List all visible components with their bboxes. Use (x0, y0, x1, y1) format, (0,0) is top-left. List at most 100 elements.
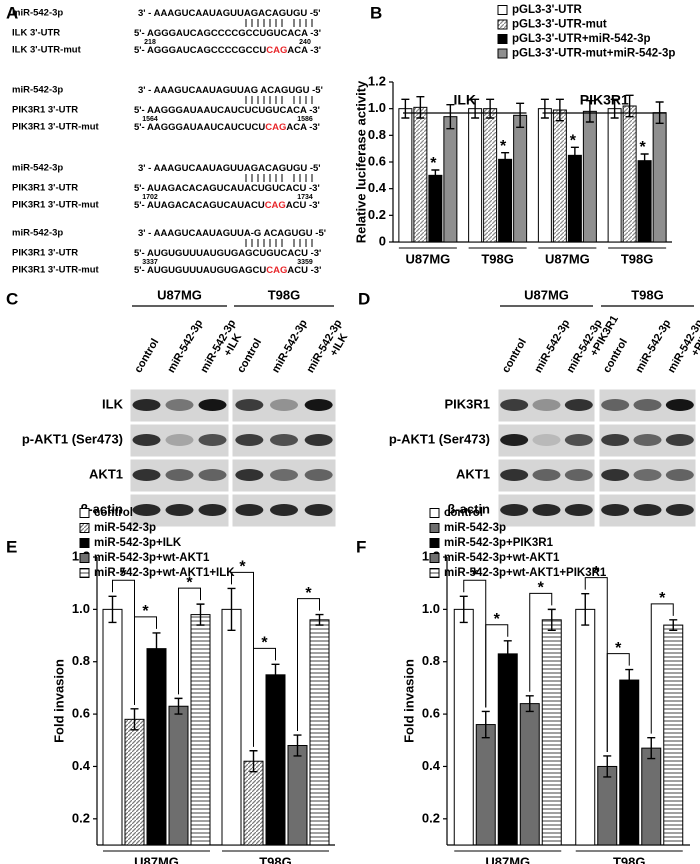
bar (567, 154, 582, 243)
sequence-part: 5'- AGGGAUCAGCCCCGCCU (134, 45, 266, 56)
sequence-part: 5'- AUAGACACAGUCAUACUGUCACU -3' (134, 183, 320, 194)
error-bar (293, 734, 302, 757)
blot-band (270, 434, 298, 446)
legend-label: miR-542-3p+wt-AKT1 (94, 552, 210, 564)
blot-band (564, 469, 593, 481)
x-tick-label: T98G (481, 251, 514, 266)
significance-marker: * (142, 603, 149, 620)
sequence-part: 3' - AAAGUCAAUAGUUA-G ACAGUGU -5' (138, 228, 326, 239)
legend-swatch (429, 523, 440, 533)
bar (497, 653, 518, 846)
sequence-part: ACA -3' (287, 45, 321, 56)
lane-label-line: control (132, 337, 161, 375)
blot-band (665, 504, 694, 516)
sequence: 5'- AUAGACACAGUCAUACUCAGACU -3' (134, 200, 320, 211)
panel-label: E (6, 537, 17, 556)
sequence: 3' - AAAGUCAAUAGUUAGACAGUGU -5' (138, 163, 321, 174)
cell-line-label: U87MG (157, 287, 202, 302)
sequence-position: 218 (144, 39, 156, 46)
y-tick-label: 1.0 (72, 601, 90, 616)
bar (443, 116, 458, 243)
blot-band (633, 434, 662, 446)
sequence: 3' - AAAGUCAAUAGUUA-G ACAGUGU -5' (138, 228, 326, 239)
error-bar (669, 619, 678, 632)
significance-marker: * (120, 566, 127, 583)
bar (622, 105, 637, 243)
significance-marker: * (659, 590, 666, 607)
y-tick-label: 0.4 (422, 758, 441, 773)
significance-bracket (297, 598, 320, 732)
legend-label: pGL3-3'-UTR (512, 4, 583, 16)
error-bar (271, 663, 280, 686)
sequence-position: 3337 (142, 259, 158, 266)
bar (552, 109, 567, 243)
legend-label: miR-542-3p+wt-AKT1 (444, 552, 560, 564)
significance-marker: * (239, 559, 246, 576)
bar (398, 108, 413, 243)
blot-band (270, 469, 298, 481)
sequence-part: 3' - AAAGUCAAUAGUUAG ACAGUGU -5' (138, 85, 323, 96)
blot-band (532, 434, 561, 446)
blot-band (500, 469, 529, 481)
sequence-part: 3' - AAAGUCAAUAGUUAGACAGUGU -5' (138, 8, 321, 19)
y-tick-label: 0.4 (72, 758, 91, 773)
bar (513, 114, 528, 243)
blot-band (304, 434, 333, 446)
sequence-part: 3' - AAAGUCAAUAGUUAGACAGUGU -5' (138, 163, 321, 174)
sequence: 3' - AAAGUCAAUAGUUAGACAGUGU -5' (138, 8, 321, 19)
legend-swatch (79, 553, 90, 563)
cell-line-label: T98G (631, 287, 664, 302)
x-tick-label: U87MG (485, 854, 530, 864)
significance-bracket (650, 603, 674, 734)
blot-band (198, 504, 227, 516)
blot-band (564, 504, 593, 516)
legend-swatch (429, 553, 440, 563)
error-bar (446, 103, 455, 130)
significance-marker: * (494, 611, 501, 628)
x-tick-label: U87MG (134, 854, 179, 864)
sequence: 5'- AUGUGUUUAUGUGAGCUGUCACU -3' (134, 248, 321, 259)
panel-label: D (358, 289, 370, 308)
blot-band (270, 504, 298, 516)
significance-bracket (606, 653, 630, 752)
row-label: AKT1 (89, 466, 123, 481)
panel-label: A (6, 3, 18, 22)
sequence-position: 1702 (142, 194, 158, 201)
sequence-part: ACA -3' (286, 122, 320, 133)
blot-band (235, 434, 264, 446)
blot-band (235, 469, 264, 481)
blot-band (633, 469, 662, 481)
legend-swatch (497, 19, 508, 30)
y-tick-label: 0.2 (72, 810, 90, 825)
blot-band (165, 434, 194, 446)
legend-swatch (429, 508, 440, 518)
bar (483, 108, 498, 243)
y-axis-label: Fold invasion (401, 659, 416, 743)
sequence: 5'- AGGGAUCAGCCCCGCCUCAGACA -3' (134, 45, 321, 56)
error-bar (525, 695, 534, 713)
significance-bracket (485, 624, 509, 708)
bar (190, 614, 211, 846)
blot-band (198, 469, 227, 481)
blot-band (165, 469, 194, 481)
error-bar (503, 640, 512, 668)
panel-label: F (356, 537, 366, 556)
significance-marker: * (261, 635, 268, 652)
y-tick-label: 0.6 (368, 153, 386, 168)
bar (519, 703, 540, 846)
legend-swatch (497, 5, 508, 15)
row-label: β-actin (80, 501, 123, 516)
bar (309, 619, 330, 846)
sequence: 3' - AAAGUCAAUAGUUAG ACAGUGU -5' (138, 85, 323, 96)
y-tick-label: 1.0 (368, 100, 386, 115)
bar (607, 108, 622, 243)
error-bar (481, 710, 490, 739)
error-bar (152, 632, 161, 666)
legend-label: pGL3-3'-UTR-mut (512, 19, 607, 31)
legend-label: miR-542-3p (94, 522, 156, 534)
error-bar (647, 736, 656, 760)
bar (265, 674, 286, 846)
blot-band (633, 399, 662, 411)
sequence-label: miR-542-3p (12, 85, 63, 96)
significance-bracket (178, 587, 201, 695)
